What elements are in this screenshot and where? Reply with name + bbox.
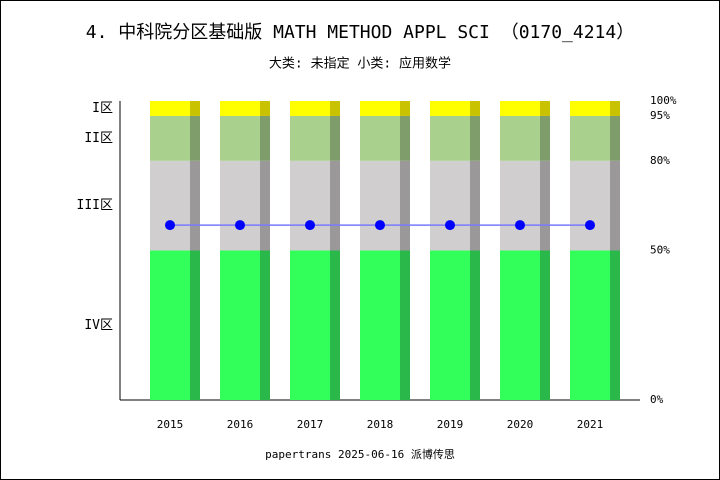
bar-segment	[360, 101, 400, 116]
bar-side	[190, 115, 200, 161]
bar-segment	[500, 160, 540, 251]
bar-side	[540, 115, 550, 161]
bar-side	[190, 160, 200, 251]
line-marker	[165, 220, 175, 231]
bar-segment	[150, 160, 190, 251]
bar-segment	[360, 250, 400, 400]
bar-side	[330, 115, 340, 161]
bar-side	[540, 101, 550, 116]
bar-segment	[570, 101, 610, 116]
zone-label: III区	[77, 198, 113, 213]
bar-segment	[430, 250, 470, 400]
bar-segment	[220, 101, 260, 116]
bar-side	[400, 250, 410, 400]
x-tick-label: 2021	[577, 418, 604, 431]
zone-label: II区	[84, 131, 113, 146]
bar-segment	[290, 115, 330, 161]
bar-segment	[220, 250, 260, 400]
bar-side	[190, 250, 200, 400]
bar-side	[470, 101, 480, 116]
caption: papertrans 2025-06-16 派博传思	[265, 448, 455, 461]
bar-side	[260, 250, 270, 400]
bar-side	[330, 160, 340, 251]
bar-side	[540, 250, 550, 400]
bar-side	[330, 250, 340, 400]
bar-side	[260, 101, 270, 116]
zone-label: I区	[92, 101, 113, 116]
bar-segment	[360, 115, 400, 161]
bar-side	[610, 250, 620, 400]
bar-segment	[150, 115, 190, 161]
bar-side	[540, 160, 550, 251]
bar-side	[260, 115, 270, 161]
bar-segment	[500, 101, 540, 116]
chart-subtitle: 大类: 未指定 小类: 应用数学	[269, 56, 451, 72]
bar-segment	[570, 115, 610, 161]
bar-side	[260, 160, 270, 251]
zone-label: IV区	[84, 318, 113, 333]
bar-side	[610, 115, 620, 161]
bar-segment	[570, 160, 610, 251]
bar-segment	[150, 101, 190, 116]
bar-segment	[290, 160, 330, 251]
bar-segment	[570, 250, 610, 400]
bar-side	[400, 115, 410, 161]
bar-segment	[430, 160, 470, 251]
x-tick-label: 2018	[367, 418, 394, 431]
bar-segment	[290, 250, 330, 400]
y-tick-label: 100%	[650, 94, 677, 107]
bar-side	[400, 160, 410, 251]
bar-side	[400, 101, 410, 116]
bar-segment	[220, 160, 260, 251]
line-marker	[305, 220, 315, 231]
bar-side	[190, 101, 200, 116]
x-tick-label: 2015	[157, 418, 184, 431]
bar-side	[610, 160, 620, 251]
bar-segment	[150, 250, 190, 400]
line-marker	[515, 220, 525, 231]
bar-segment	[500, 250, 540, 400]
bar-segment	[290, 101, 330, 116]
y-tick-label: 0%	[650, 393, 664, 406]
line-marker	[235, 220, 245, 231]
bar-segment	[220, 115, 260, 161]
bar-segment	[500, 115, 540, 161]
bar-side	[470, 115, 480, 161]
line-marker	[375, 220, 385, 231]
chart-title: 4. 中科院分区基础版 MATH METHOD APPL SCI （0170_4…	[86, 22, 634, 43]
y-tick-label: 95%	[650, 109, 670, 122]
bar-side	[470, 250, 480, 400]
x-tick-label: 2020	[507, 418, 534, 431]
bar-side	[610, 101, 620, 116]
x-tick-label: 2019	[437, 418, 464, 431]
x-tick-label: 2016	[227, 418, 254, 431]
bar-segment	[430, 101, 470, 116]
bar-segment	[430, 115, 470, 161]
y-tick-label: 80%	[650, 154, 670, 167]
y-tick-label: 50%	[650, 244, 670, 257]
bar-side	[470, 160, 480, 251]
line-marker	[585, 220, 595, 231]
x-tick-label: 2017	[297, 418, 324, 431]
bar-side	[330, 101, 340, 116]
line-marker	[445, 220, 455, 231]
bar-segment	[360, 160, 400, 251]
